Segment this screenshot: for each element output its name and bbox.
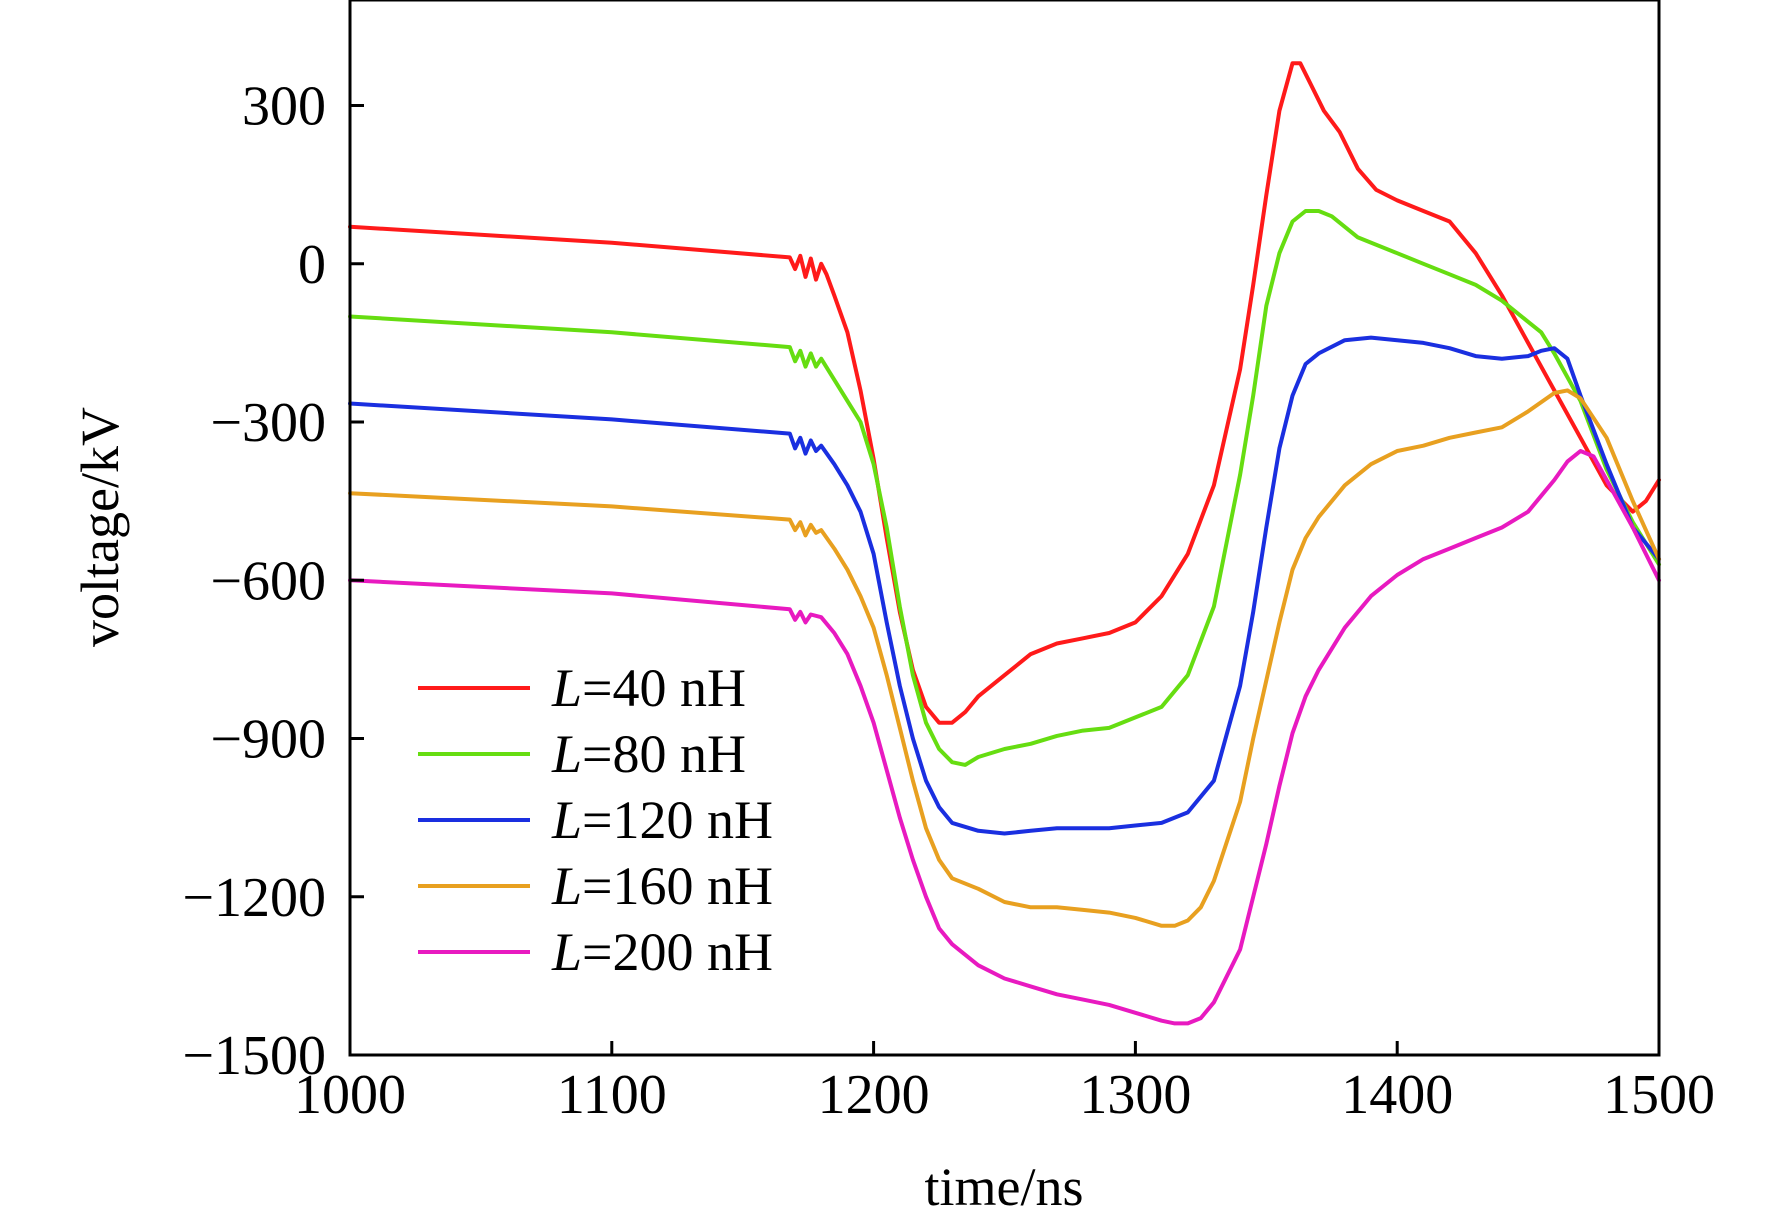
series-line-3 xyxy=(348,335,1661,836)
y-tick-label: −1500 xyxy=(182,1025,326,1087)
y-tick-label: 0 xyxy=(298,234,326,296)
series-layer xyxy=(348,61,1661,1026)
ticks-layer: 1000 1100 1200 1300 1400 1500 300 0 −300 −600 −900… xyxy=(182,76,1715,1127)
x-tick-label: 1200 xyxy=(818,1064,930,1126)
x-tick-label: 1300 xyxy=(1079,1064,1191,1126)
legend-label-1: L=40 nH xyxy=(551,658,746,718)
series-line-5 xyxy=(348,449,1661,1026)
x-tick-label: 1400 xyxy=(1341,1064,1453,1126)
x-tick-label: 1000 xyxy=(294,1064,406,1126)
y-tick-label: −300 xyxy=(210,392,326,454)
series-line-2 xyxy=(348,209,1661,767)
x-tick-label: 1500 xyxy=(1603,1064,1715,1126)
series-line-4 xyxy=(348,388,1661,928)
y-axis-title: voltage/kV xyxy=(70,407,130,647)
legend-label-3: L=120 nH xyxy=(551,790,773,850)
x-axis-title: time/ns xyxy=(925,1157,1084,1217)
legend: L=40 nHL=80 nHL=120 nHL=160 nHL=200 nH xyxy=(418,658,773,982)
plot-frame xyxy=(348,0,1661,1057)
legend-label-4: L=160 nH xyxy=(551,856,773,916)
y-tick-label: −600 xyxy=(210,550,326,612)
legend-label-2: L=80 nH xyxy=(551,724,746,784)
series-line-1 xyxy=(348,61,1661,725)
y-tick-label: −900 xyxy=(210,709,326,771)
x-tick-label: 1100 xyxy=(557,1064,667,1126)
y-tick-label: 300 xyxy=(242,76,326,138)
legend-label-5: L=200 nH xyxy=(551,922,773,982)
y-tick-label: −1200 xyxy=(182,867,326,929)
